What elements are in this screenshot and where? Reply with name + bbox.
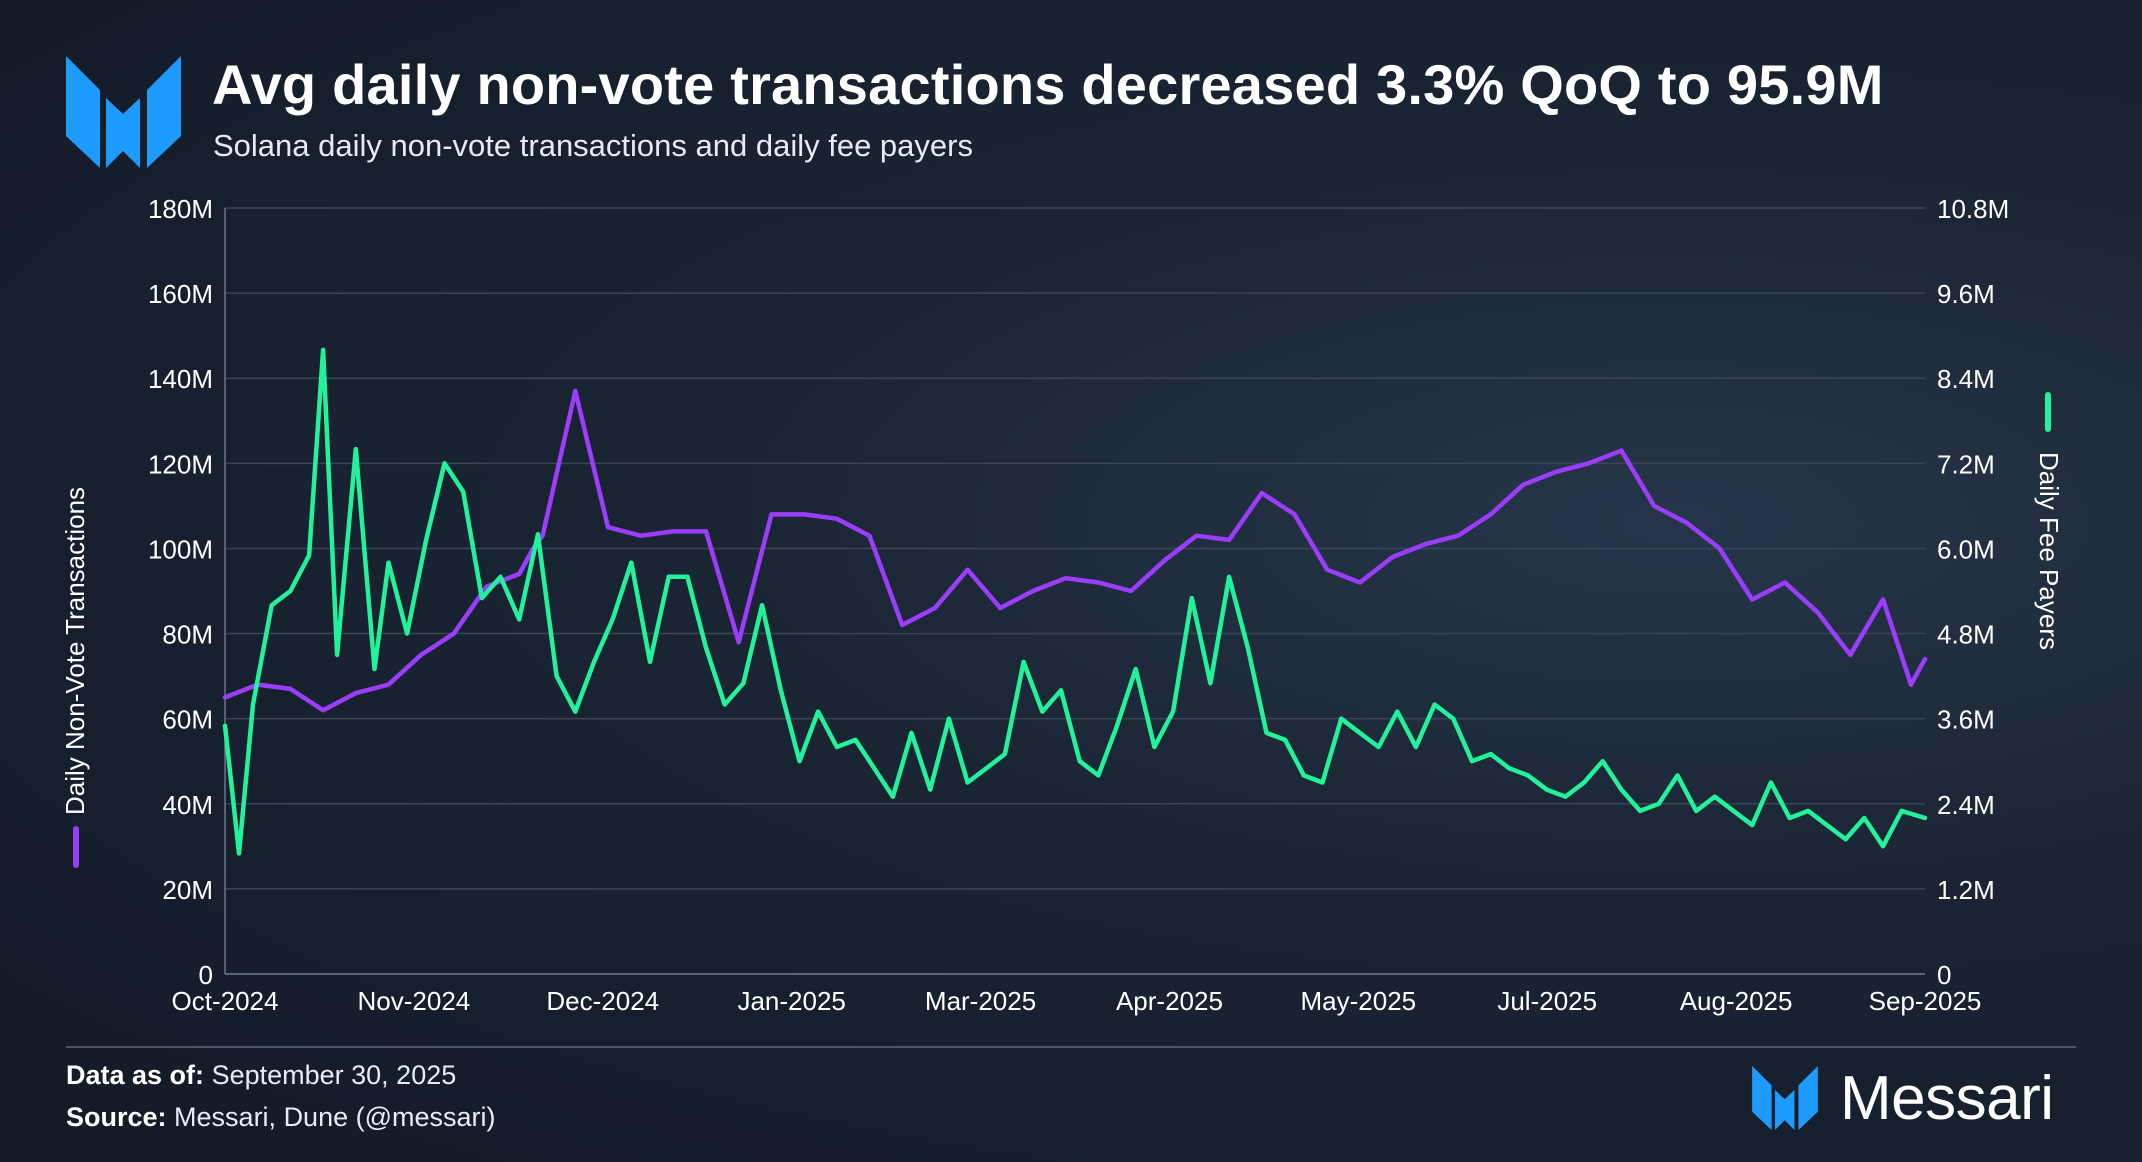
brand-name: Messari [1840,1063,2054,1133]
y-left-axis-title-text: Daily Non-Vote Transactions [60,487,90,815]
y-left-tick-label: 60M [162,705,213,735]
brand-lockup: Messari [1752,1063,2054,1133]
chart-title: Avg daily non-vote transactions decrease… [212,53,1884,116]
data-as-of-value: September 30, 2025 [211,1060,457,1090]
y-left-tick-label: 180M [148,194,213,224]
x-tick-label: Jul-2025 [1497,986,1597,1016]
y-right-tick-label: 7.2M [1937,449,1995,479]
source: Source: Messari, Dune (@messari) [66,1102,496,1133]
x-tick-label: Dec-2024 [546,986,659,1016]
y-right-tick-label: 4.8M [1937,620,1995,650]
y-right-axis-title-text: Daily Fee Payers [2034,452,2064,650]
y-left-tick-label: 80M [162,620,213,650]
y-left-tick-label: 20M [162,875,213,905]
x-tick-label: Aug-2025 [1680,986,1793,1016]
y-left-axis-title: Daily Non-Vote Transactions [60,487,90,868]
y-left-tick-label: 40M [162,790,213,820]
y-right-tick-label: 8.4M [1937,364,1995,394]
y-right-tick-label: 10.8M [1937,194,2009,224]
x-tick-label: Jan-2025 [737,986,845,1016]
y-left-tick-label: 120M [148,449,213,479]
messari-brand-icon [1752,1066,1818,1130]
axis-labels: 0 20M 40M 60M 80M 100M 120M 140M 160M 180M 0 1.2M 2.… [60,194,2064,1016]
source-value: Messari, Dune (@messari) [174,1102,496,1132]
x-tick-label: Apr-2025 [1116,986,1223,1016]
y-right-tick-label: 0 [1937,960,1951,990]
footer-divider [66,1046,2076,1048]
series-line-fee-payers [222,347,1928,856]
axes [224,208,1925,975]
y-left-tick-label: 140M [148,364,213,394]
x-tick-label: Sep-2025 [1869,986,1982,1016]
y-right-axis-title: Daily Fee Payers [2034,392,2064,650]
y-right-tick-label: 2.4M [1937,790,1995,820]
y-left-tick-label: 160M [148,279,213,309]
x-tick-label: Oct-2024 [172,986,279,1016]
data-as-of-label: Data as of: [66,1060,205,1090]
y-right-tick-label: 1.2M [1937,875,1995,905]
y-left-tick-label: 0 [199,960,213,990]
data-as-of: Data as of: September 30, 2025 [66,1060,456,1091]
y-right-tick-label: 3.6M [1937,705,1995,735]
chart-subtitle: Solana daily non-vote transactions and d… [213,128,973,163]
y-right-tick-label: 6.0M [1937,534,1995,564]
series [222,347,1928,856]
messari-logo-icon [66,56,181,168]
x-tick-label: May-2025 [1301,986,1417,1016]
source-label: Source: [66,1102,167,1132]
series-line-transactions [222,388,1928,713]
x-tick-label: Nov-2024 [358,986,471,1016]
y-left-tick-label: 100M [148,534,213,564]
y-right-tick-label: 9.6M [1937,279,1995,309]
x-tick-label: Mar-2025 [925,986,1036,1016]
